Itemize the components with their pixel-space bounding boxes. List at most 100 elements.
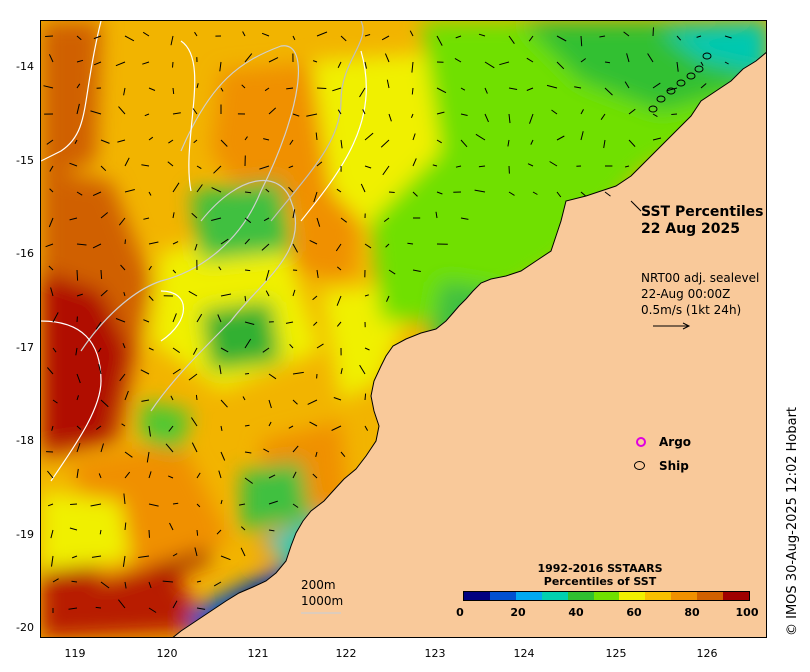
current-vector bbox=[124, 471, 131, 479]
current-vector bbox=[268, 474, 276, 479]
current-vector bbox=[724, 61, 729, 65]
current-vector bbox=[478, 165, 486, 168]
colorbar-swatch bbox=[723, 592, 749, 600]
colorbar-title-line2: Percentiles of SST bbox=[543, 575, 657, 588]
current-vector bbox=[69, 217, 78, 221]
current-vector bbox=[407, 242, 414, 245]
current-vector bbox=[220, 87, 224, 92]
current-vector bbox=[340, 35, 347, 42]
current-vector bbox=[312, 473, 318, 479]
current-vector bbox=[268, 57, 279, 63]
current-vector bbox=[313, 321, 318, 326]
current-vector bbox=[364, 132, 374, 141]
land-mass bbox=[172, 52, 766, 637]
current-vector bbox=[364, 393, 367, 401]
current-vector bbox=[700, 83, 707, 89]
current-vector bbox=[652, 82, 661, 89]
current-vector bbox=[98, 347, 102, 353]
current-vector bbox=[51, 425, 54, 431]
current-vector bbox=[455, 35, 462, 39]
current-vector bbox=[240, 526, 246, 531]
current-vector bbox=[188, 290, 198, 297]
current-vector bbox=[124, 451, 133, 458]
current-vector bbox=[196, 472, 201, 479]
current-vector bbox=[49, 188, 54, 193]
current-vector bbox=[628, 139, 636, 147]
current-vector bbox=[333, 397, 342, 401]
current-vector bbox=[336, 321, 342, 327]
current-vector bbox=[432, 164, 438, 167]
current-vector bbox=[172, 368, 181, 375]
x-tick-label: 119 bbox=[64, 647, 86, 660]
current-vector bbox=[435, 211, 438, 219]
current-vector bbox=[192, 108, 198, 115]
current-vector bbox=[556, 191, 562, 198]
current-vector bbox=[172, 502, 179, 505]
x-tick-label: 120 bbox=[156, 647, 178, 660]
current-vector bbox=[148, 503, 159, 507]
current-vector bbox=[410, 113, 414, 118]
current-vector bbox=[162, 580, 174, 583]
current-vector bbox=[75, 347, 78, 356]
current-vector bbox=[507, 139, 510, 147]
current-vector bbox=[51, 555, 54, 567]
current-vector bbox=[263, 448, 270, 453]
current-vector bbox=[124, 390, 129, 401]
current-vector bbox=[436, 87, 447, 94]
current-vector bbox=[220, 425, 223, 431]
current-vector bbox=[76, 35, 82, 41]
current-vector bbox=[383, 217, 390, 223]
current-vector bbox=[292, 445, 299, 453]
current-vector bbox=[148, 607, 157, 613]
current-vector bbox=[172, 600, 178, 609]
current-vector bbox=[194, 243, 198, 251]
current-vector bbox=[313, 191, 318, 203]
current-vector bbox=[580, 109, 584, 115]
current-vector bbox=[340, 451, 346, 458]
current-vector bbox=[626, 53, 630, 63]
current-vector bbox=[93, 35, 102, 40]
current-vector bbox=[100, 269, 103, 280]
current-vector bbox=[219, 61, 222, 72]
current-vector bbox=[364, 243, 372, 249]
current-vector bbox=[292, 471, 297, 479]
current-vector bbox=[666, 87, 678, 92]
current-vector bbox=[242, 31, 246, 37]
current-vector bbox=[43, 85, 54, 89]
current-vector bbox=[196, 83, 199, 89]
current-vector bbox=[172, 61, 174, 68]
current-vector bbox=[386, 79, 390, 89]
y-tick-label: -16 bbox=[16, 247, 34, 260]
current-vector bbox=[172, 212, 175, 219]
current-vector bbox=[167, 161, 174, 167]
current-vector bbox=[165, 443, 174, 453]
current-vector bbox=[244, 269, 251, 272]
y-tick-label: -17 bbox=[16, 341, 34, 354]
current-vector bbox=[172, 112, 181, 115]
current-vector bbox=[623, 31, 630, 37]
current-vector bbox=[263, 138, 270, 141]
current-vector bbox=[142, 61, 150, 65]
current-vector bbox=[92, 191, 102, 197]
current-vector bbox=[292, 209, 296, 219]
current-vector bbox=[196, 184, 203, 193]
current-vector bbox=[676, 61, 679, 72]
current-vector bbox=[45, 243, 54, 248]
current-vector bbox=[98, 364, 102, 375]
current-vector bbox=[191, 212, 198, 219]
current-vector bbox=[76, 83, 81, 89]
current-vector bbox=[244, 217, 252, 224]
current-vector bbox=[148, 425, 151, 437]
current-vector bbox=[364, 34, 371, 37]
current-vector bbox=[526, 57, 534, 63]
current-vector bbox=[52, 312, 59, 323]
current-vector bbox=[190, 417, 198, 427]
current-vector bbox=[580, 58, 586, 63]
current-vector bbox=[526, 87, 534, 91]
current-vector bbox=[244, 191, 252, 194]
imos-credit: © IMOS 30-Aug-2025 12:02 Hobart bbox=[785, 406, 800, 636]
current-vector bbox=[409, 30, 414, 37]
current-vector bbox=[76, 395, 79, 401]
current-vector bbox=[382, 165, 390, 176]
current-vector bbox=[599, 35, 606, 38]
